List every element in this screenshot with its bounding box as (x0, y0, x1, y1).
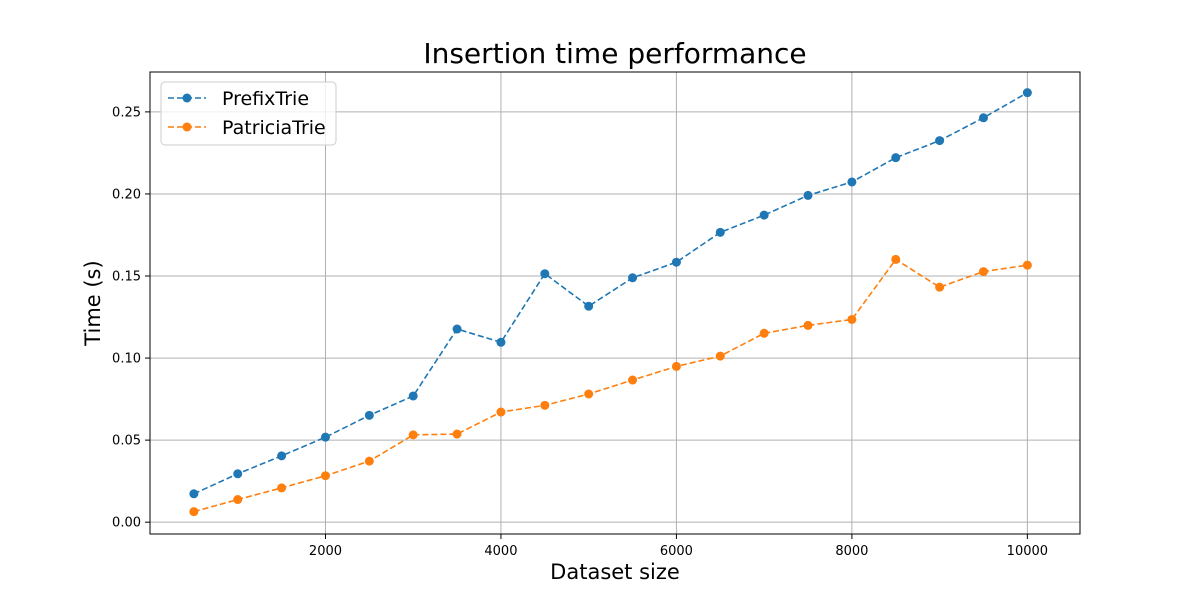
data-point-patriciatrie (671, 361, 681, 371)
legend-label: PatriciaTrie (222, 117, 326, 139)
data-point-patriciatrie (759, 328, 769, 338)
legend: PrefixTrie PatriciaTrie (160, 81, 337, 146)
data-point-patriciatrie (847, 314, 857, 324)
data-point-prefixtrie (891, 153, 901, 163)
x-tick-label: 8000 (835, 544, 868, 559)
data-point-patriciatrie (584, 389, 594, 399)
data-point-patriciatrie (364, 456, 374, 466)
data-point-prefixtrie (496, 337, 506, 347)
series-layer (189, 88, 1032, 517)
data-point-patriciatrie (189, 507, 199, 517)
y-tick-label: 0.20 (112, 187, 141, 202)
data-point-prefixtrie (935, 136, 945, 146)
legend-item-patriciatrie: PatriciaTrie (168, 117, 326, 139)
data-point-prefixtrie (277, 451, 287, 461)
data-point-prefixtrie (540, 269, 550, 279)
data-point-prefixtrie (233, 469, 243, 479)
data-point-prefixtrie (847, 177, 857, 187)
data-point-patriciatrie (452, 429, 462, 439)
data-point-patriciatrie (715, 351, 725, 361)
x-axis: 2000 4000 6000 8000 10000 (309, 534, 1048, 559)
y-tick-label: 0.15 (112, 270, 141, 285)
data-point-prefixtrie (803, 190, 813, 200)
data-point-patriciatrie (935, 282, 945, 292)
series-patriciatrie (189, 254, 1032, 517)
data-point-patriciatrie (628, 375, 638, 385)
data-point-prefixtrie (408, 391, 418, 401)
data-point-patriciatrie (496, 407, 506, 417)
chart-title: Insertion time performance (423, 37, 806, 70)
plot-frame (149, 71, 1081, 535)
data-point-prefixtrie (584, 301, 594, 311)
legend-marker (182, 93, 192, 103)
series-prefixtrie (189, 88, 1032, 499)
data-point-patriciatrie (978, 267, 988, 277)
series-line-prefixtrie (193, 91, 1028, 495)
y-tick-label: 0.05 (112, 434, 141, 449)
y-axis-title: Time (s) (81, 260, 105, 346)
data-point-patriciatrie (277, 483, 287, 493)
y-axis: 0.00 0.05 0.10 0.15 0.20 0.25 (112, 105, 150, 531)
data-point-patriciatrie (803, 320, 813, 330)
data-point-patriciatrie (540, 400, 550, 410)
data-point-prefixtrie (978, 113, 988, 123)
x-tick-label: 10000 (1007, 544, 1048, 559)
data-point-prefixtrie (715, 227, 725, 237)
data-point-patriciatrie (408, 430, 418, 440)
x-tick-label: 2000 (309, 544, 342, 559)
data-point-prefixtrie (452, 324, 462, 334)
data-point-prefixtrie (320, 432, 330, 442)
x-tick-label: 4000 (484, 544, 517, 559)
data-point-prefixtrie (759, 210, 769, 220)
legend-label: PrefixTrie (222, 88, 309, 110)
data-point-prefixtrie (671, 257, 681, 267)
y-tick-label: 0.10 (112, 352, 141, 367)
x-axis-title: Dataset size (550, 560, 680, 584)
data-point-prefixtrie (364, 410, 374, 420)
legend-marker (182, 122, 192, 132)
x-tick-label: 6000 (660, 544, 693, 559)
data-point-patriciatrie (320, 471, 330, 481)
data-point-patriciatrie (233, 495, 243, 505)
legend-item-prefixtrie: PrefixTrie (168, 88, 309, 110)
data-point-prefixtrie (1022, 88, 1032, 98)
series-line-patriciatrie (193, 258, 1028, 513)
y-tick-label: 0.00 (112, 516, 141, 531)
y-tick-label: 0.25 (112, 105, 141, 120)
data-point-patriciatrie (1022, 260, 1032, 270)
data-point-prefixtrie (628, 273, 638, 283)
data-point-prefixtrie (189, 489, 199, 499)
data-point-patriciatrie (891, 254, 901, 264)
